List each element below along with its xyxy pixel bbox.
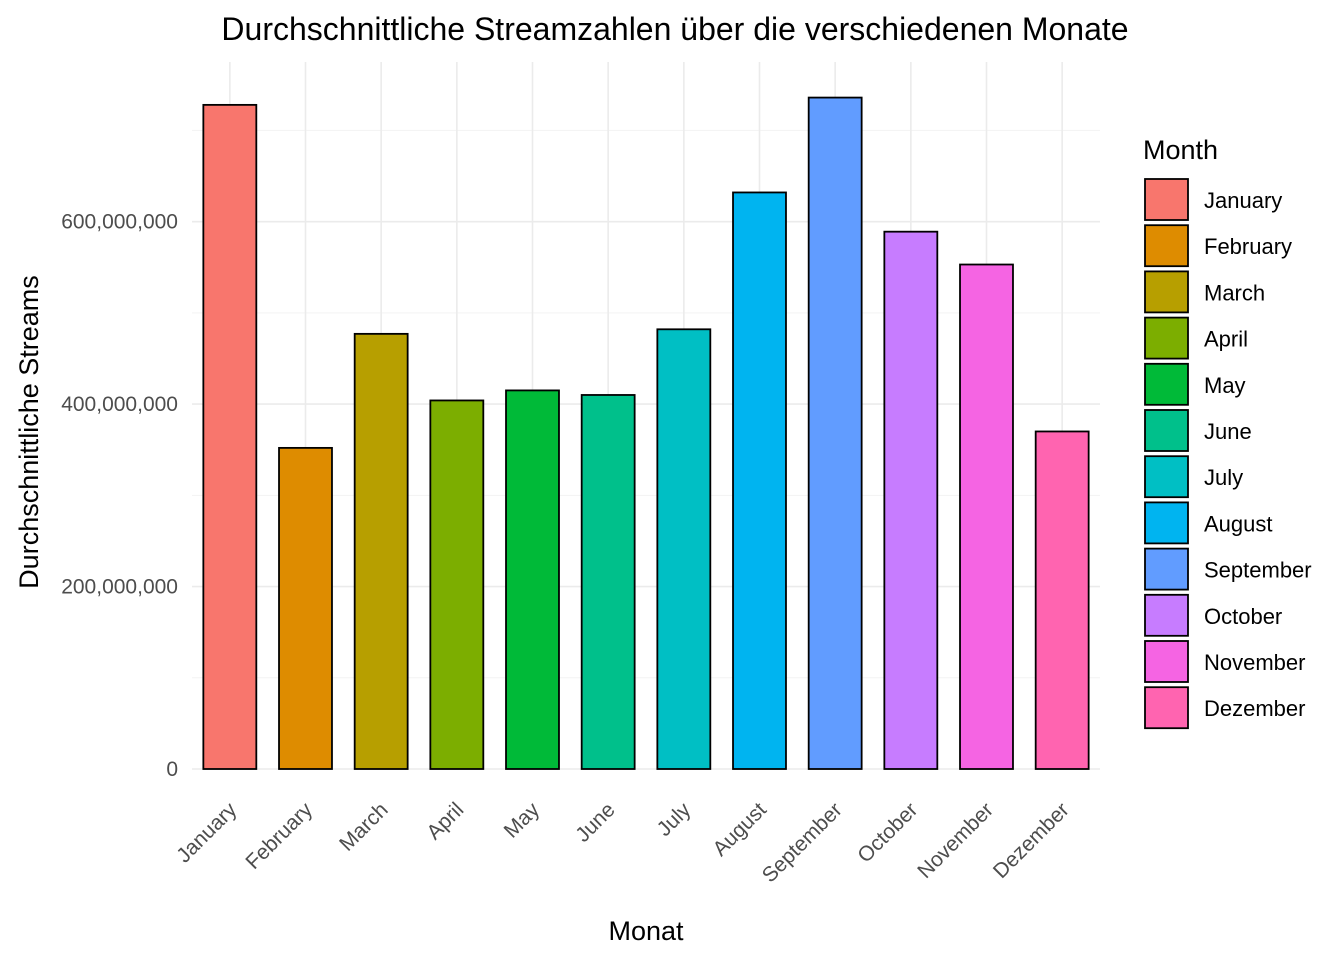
legend-key-june [1144,409,1189,452]
chart-title: Durchschnittliche Streamzahlen über die … [221,11,1128,47]
x-tick-label-june: June [571,798,619,846]
y-tick-label: 200,000,000 [61,576,178,599]
bar-september [807,96,863,770]
legend-key-august [1144,501,1189,545]
legend-label-june: June [1204,419,1252,444]
x-tick-label-october: October [853,798,922,867]
legend-key-dezember [1144,686,1189,730]
x-axis-ticks: January February March April May June July Augu… [172,798,1073,887]
bar-dezember [1034,430,1090,770]
legend-key-october [1144,593,1189,637]
y-axis-ticks: 0 200,000,000 400,000,000 600,000,000 [61,211,178,781]
legend-label-november: November [1204,650,1305,675]
bar-april [429,399,485,770]
x-tick-label-march: March [335,798,393,856]
legend-label-april: April [1204,327,1248,352]
legend-key-september [1144,547,1189,591]
legend-label-march: March [1204,280,1265,305]
bar-november [959,263,1014,770]
legend-title: Month [1143,135,1218,165]
bar-january [202,103,258,770]
y-axis-title: Durchschnittliche Streams [14,275,44,589]
x-tick-label-may: May [500,798,545,843]
bar-october [883,230,939,770]
legend-items: January February March April May June July Augu… [1144,178,1312,730]
legend-label-october: October [1204,604,1282,629]
bar-may [505,389,560,770]
x-tick-label-september: September [758,798,847,887]
legend-label-july: July [1204,465,1243,490]
x-tick-label-dezember: Dezember [989,798,1074,883]
y-tick-label: 600,000,000 [61,211,178,234]
legend-key-may [1144,362,1189,406]
bars [202,96,1090,770]
x-tick-label-april: April [422,798,468,844]
bar-july [656,328,712,770]
legend-key-january [1144,178,1189,221]
legend-label-august: August [1204,511,1273,536]
legend-key-april [1144,316,1189,360]
legend-label-february: February [1204,234,1292,259]
bar-march [353,332,409,770]
x-tick-label-august: August [709,798,772,861]
legend-label-dezember: Dezember [1204,696,1305,721]
x-axis-title: Monat [608,916,684,946]
bar-august [732,191,787,770]
bar-february [278,446,333,770]
legend-label-january: January [1204,188,1282,213]
legend: Month January February March April May June Ju… [1143,135,1312,730]
x-tick-label-november: November [913,798,998,883]
x-tick-label-january: January [172,798,241,867]
bar-june [580,394,636,770]
legend-key-february [1144,224,1189,268]
legend-label-may: May [1204,373,1246,398]
legend-label-september: September [1204,558,1312,583]
x-tick-label-february: February [241,798,317,874]
x-tick-label-july: July [653,798,696,841]
y-tick-label: 0 [166,758,178,781]
legend-key-july [1144,455,1189,499]
y-tick-label: 400,000,000 [61,393,178,416]
legend-key-march [1144,270,1189,314]
legend-key-november [1144,640,1189,683]
